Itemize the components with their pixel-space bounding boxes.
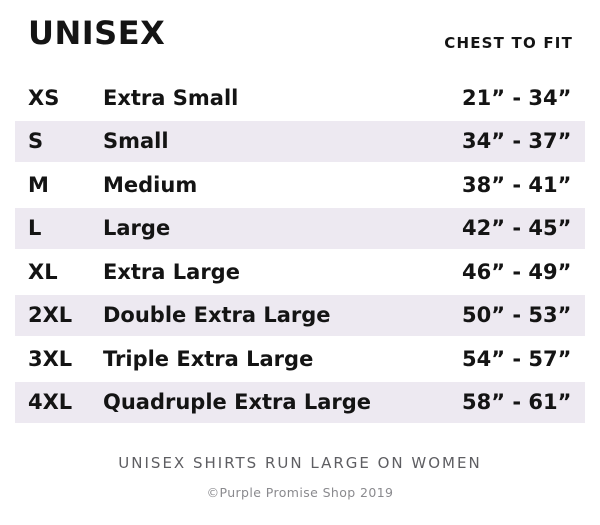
size-name-cell: Large [103,216,171,241]
size-code-cell: S [28,129,44,154]
size-code-cell: 4XL [28,390,73,415]
size-code-cell: M [28,172,49,197]
size-name-cell: Triple Extra Large [103,346,314,371]
chart-title: UNISEX [28,14,166,52]
size-range-cell: 50” - 53” [462,303,572,328]
size-name-cell: Extra Small [103,85,239,110]
size-range-cell: 54” - 57” [462,346,572,371]
size-table: XS Extra Small 21” - 34” S Small 34” - 3… [0,76,600,424]
copyright: ©Purple Promise Shop 2019 [206,485,394,500]
size-range-cell: 38” - 41” [462,172,572,197]
size-name-cell: Small [103,129,169,154]
chart-header: UNISEX CHEST TO FIT [0,0,600,76]
chest-to-fit-label: CHEST TO FIT [444,34,573,52]
size-code-cell: L [28,216,42,241]
size-range-cell: 58” - 61” [462,390,572,415]
table-row: 4XL Quadruple Extra Large 58” - 61” [0,381,600,425]
size-code-cell: XL [28,259,58,284]
size-range-cell: 21” - 34” [462,85,572,110]
size-name-cell: Extra Large [103,259,240,284]
size-code-cell: XS [28,85,60,110]
size-code-cell: 3XL [28,346,73,371]
size-range-cell: 46” - 49” [462,259,572,284]
size-name-cell: Double Extra Large [103,303,331,328]
table-row: 3XL Triple Extra Large 54” - 57” [0,337,600,381]
table-row: XL Extra Large 46” - 49” [0,250,600,294]
size-range-cell: 34” - 37” [462,129,572,154]
size-name-cell: Medium [103,172,198,197]
table-row: L Large 42” - 45” [0,207,600,251]
table-row: M Medium 38” - 41” [0,163,600,207]
size-range-cell: 42” - 45” [462,216,572,241]
fit-note: UNISEX SHIRTS RUN LARGE ON WOMEN [118,454,482,472]
table-row: S Small 34” - 37” [0,120,600,164]
size-name-cell: Quadruple Extra Large [103,390,372,415]
table-row: 2XL Double Extra Large 50” - 53” [0,294,600,338]
table-row: XS Extra Small 21” - 34” [0,76,600,120]
size-code-cell: 2XL [28,303,73,328]
